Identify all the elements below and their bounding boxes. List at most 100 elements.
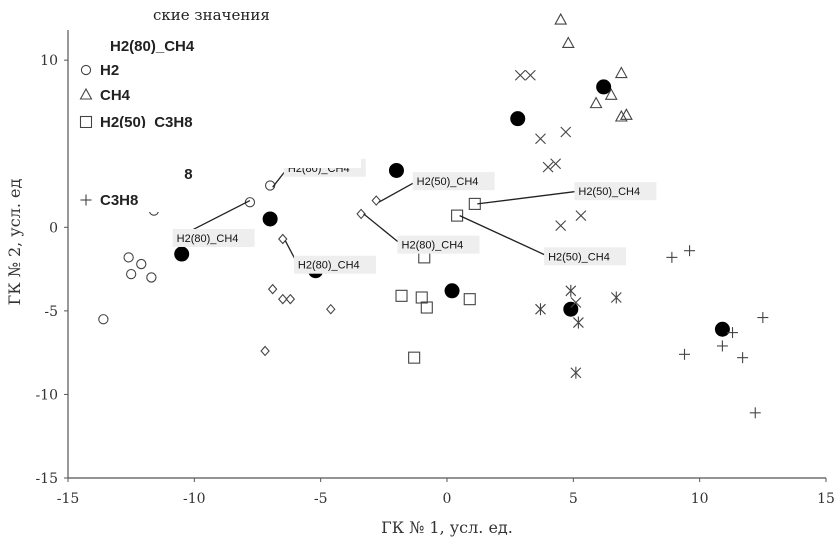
data-point-x xyxy=(524,69,536,81)
data-point-filled-circle xyxy=(444,283,460,299)
legend-label: CH4 xyxy=(100,87,131,104)
annotation-text: H2(50)_CH4 xyxy=(417,176,479,188)
legend-marker-plus xyxy=(80,194,92,206)
x-tick-label: -5 xyxy=(314,491,328,507)
data-point-filled-circle xyxy=(563,301,579,317)
legend-marker-triangle xyxy=(79,87,93,100)
annotation-label: H2(80)_CH4 xyxy=(397,235,480,254)
data-point-x xyxy=(535,133,546,145)
annotation-leader-line xyxy=(477,190,579,205)
annotation-label: H2(80)_CH4 xyxy=(293,255,376,274)
data-point-diamond xyxy=(278,233,288,245)
data-point-square xyxy=(408,351,421,364)
data-point-diamond xyxy=(278,293,288,305)
data-point-circle xyxy=(136,258,147,270)
data-point-diamond xyxy=(326,303,336,315)
data-point-star xyxy=(572,316,584,329)
annotation-leader-line xyxy=(363,213,402,246)
annotation-text: H2(50)_CH4 xyxy=(578,186,640,198)
data-point-square xyxy=(463,293,476,306)
x-tick-label: -15 xyxy=(57,491,80,507)
data-point-circle xyxy=(146,272,157,283)
legend-label: H2(50)_C3H8 xyxy=(100,114,193,131)
data-point-circle xyxy=(123,252,134,263)
data-point-diamond xyxy=(285,293,296,305)
x-tick-label: 10 xyxy=(691,491,709,507)
legend-label: H2 xyxy=(100,62,119,79)
y-tick-labels: -15 -10 -5 0 10 xyxy=(35,53,68,487)
data-point-x xyxy=(555,220,567,232)
annotation-label: H2(50)_CH4 xyxy=(412,172,495,191)
data-point-plus xyxy=(716,340,728,352)
data-point-plus xyxy=(757,312,769,324)
data-point-x xyxy=(560,126,572,138)
y-tick-label: -5 xyxy=(44,304,58,320)
legend-label: C3H8 xyxy=(100,192,138,209)
data-point-diamond xyxy=(260,345,270,357)
y-tick-label: 10 xyxy=(40,53,58,69)
x-axis-title: ГК № 1, усл. ед. xyxy=(381,518,513,537)
annotation-text: H2(80)_CH4 xyxy=(298,260,360,272)
data-point-plus xyxy=(727,327,739,339)
data-point-triangle xyxy=(561,36,575,49)
legend-label: H2(80)_CH4 xyxy=(110,38,195,55)
legend-marker-circle xyxy=(80,64,92,76)
x-tick-label: 15 xyxy=(817,491,835,507)
title-cover-left xyxy=(0,0,147,30)
data-point-filled-circle xyxy=(596,79,612,95)
y-tick-label: -15 xyxy=(35,471,58,487)
legend-item: H2 xyxy=(80,62,119,79)
legend-cover-lower xyxy=(69,164,184,182)
x-tick-label: 5 xyxy=(569,491,578,507)
annotation-label: H2(80)_CH4 xyxy=(172,228,255,247)
data-point-diamond xyxy=(356,208,366,220)
data-point-diamond xyxy=(267,283,278,295)
data-point-square xyxy=(395,289,408,302)
data-point-filled-circle xyxy=(174,246,190,262)
data-point-x xyxy=(514,69,526,81)
legend-item: H2(50)_C3H8 xyxy=(79,114,193,131)
data-point-square xyxy=(420,301,433,314)
data-point-triangle xyxy=(554,12,568,25)
legend-marker-square xyxy=(79,115,93,129)
title-background xyxy=(147,0,290,30)
data-point-plus xyxy=(679,348,691,360)
annotation-leader-line xyxy=(378,180,417,203)
data-point-triangle xyxy=(614,66,628,79)
annotation-label: H2(50)_CH4 xyxy=(574,182,657,201)
annotation-text: H2(50)_CH4 xyxy=(548,251,610,263)
data-point-circle xyxy=(126,268,137,280)
data-point-star xyxy=(535,303,546,316)
y-tick-label: -10 xyxy=(35,387,58,403)
chart-title: ские значения xyxy=(153,6,270,24)
data-point-star xyxy=(565,284,577,297)
x-tick-labels: -15 -10 -5 0 5 10 15 xyxy=(57,478,835,507)
legend-cover-middle xyxy=(69,128,361,168)
annotation-leader-line xyxy=(459,215,549,257)
data-points xyxy=(98,12,769,419)
data-point-filled-circle xyxy=(714,321,730,337)
data-point-filled-circle xyxy=(388,162,404,178)
legend-item: C3H8 xyxy=(80,192,138,209)
annotation-text: H2(80)_CH4 xyxy=(402,240,464,252)
data-point-x xyxy=(542,161,554,173)
data-point-x xyxy=(575,210,587,221)
y-axis-title: ГК № 2, усл. ед xyxy=(5,179,24,306)
data-point-x xyxy=(550,158,562,170)
data-point-plus xyxy=(666,251,678,263)
data-point-circle xyxy=(98,314,109,325)
y-tick-label: 0 xyxy=(49,220,58,236)
annotation-label: H2(50)_CH4 xyxy=(544,247,627,266)
annotation-text: H2(80)_CH4 xyxy=(177,233,239,245)
data-point-plus xyxy=(684,245,696,257)
data-point-triangle xyxy=(604,88,618,100)
data-point-filled-circle xyxy=(510,111,526,127)
data-point-filled-circle xyxy=(262,211,278,227)
data-point-triangle xyxy=(589,96,603,109)
data-point-triangle xyxy=(619,108,633,120)
data-point-plus xyxy=(737,352,749,364)
legend-item: CH4 xyxy=(79,87,131,104)
x-tick-label: 0 xyxy=(443,491,452,507)
legend-item: H2(80)_CH4 xyxy=(110,38,195,55)
